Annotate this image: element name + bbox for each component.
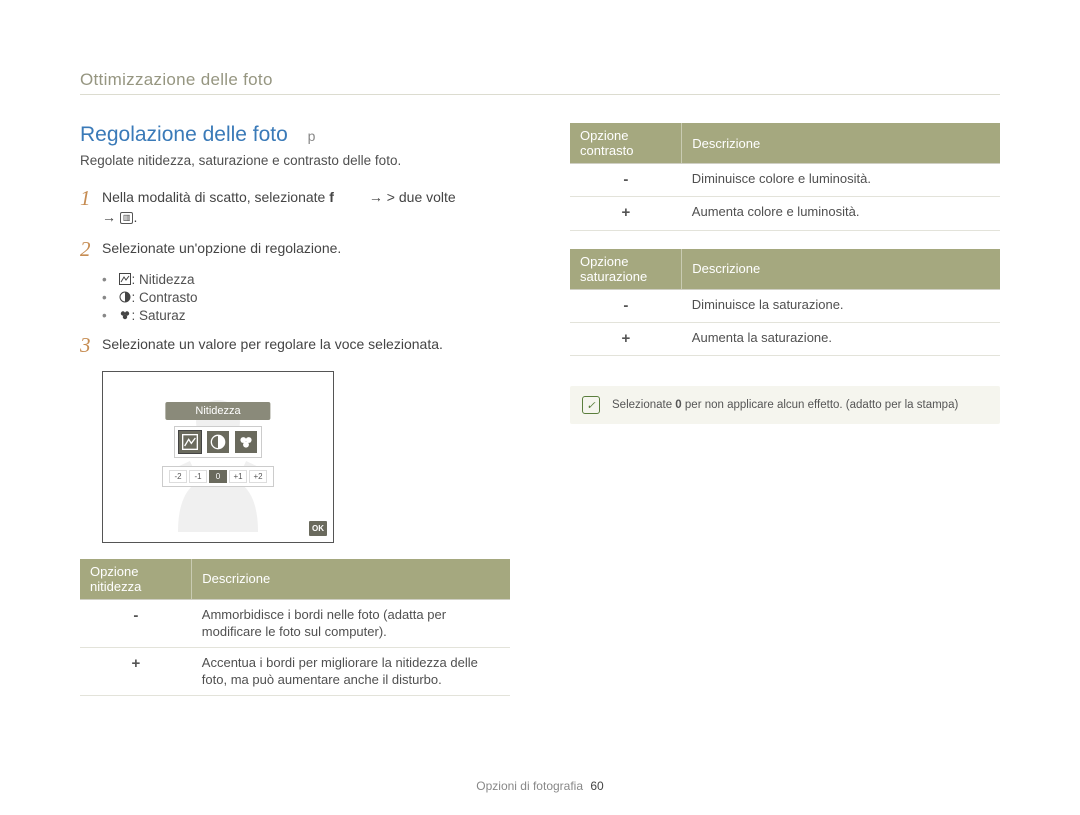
step1-part-b: due volte xyxy=(399,189,456,205)
th-option: Opzione saturazione xyxy=(570,249,682,290)
table-row: Opzione saturazione Descrizione xyxy=(570,249,1000,290)
shot-title: Nitidezza xyxy=(165,402,270,420)
slider-val-pos2: +2 xyxy=(249,470,267,483)
bullet-nitidezza-label: : Nitidezza xyxy=(132,272,195,287)
title-text: Regolazione delle foto xyxy=(80,123,288,146)
opt-desc: Diminuisce colore e luminosità. xyxy=(682,164,1000,197)
note-icon: ✓ xyxy=(582,396,600,414)
table-row: - Diminuisce la saturazione. xyxy=(570,289,1000,322)
title-mode: p xyxy=(308,128,316,144)
step-3-text: Selezionate un valore per regolare la vo… xyxy=(102,333,443,358)
table-contrasto: Opzione contrasto Descrizione - Diminuis… xyxy=(570,123,1000,231)
bullet-saturaz: : Saturaz xyxy=(102,308,510,323)
step1-end: . xyxy=(133,209,137,225)
shot-ok-button: OK xyxy=(309,521,327,536)
page-title: Regolazione delle foto p xyxy=(80,123,510,147)
slider-val-pos1: +1 xyxy=(229,470,247,483)
table-row: + Accentua i bordi per migliorare la nit… xyxy=(80,647,510,695)
step-1-text: Nella modalità di scatto, selezionate f … xyxy=(102,186,456,227)
step1-arrow2: → xyxy=(102,209,120,225)
step1-arrow1: → > xyxy=(369,189,395,205)
th-description: Descrizione xyxy=(192,559,510,600)
step-number-3: 3 xyxy=(80,333,102,358)
section-header: Ottimizzazione delle foto xyxy=(80,70,1000,95)
camera-screenshot: Nitidezza -2 -1 0 +1 xyxy=(102,371,334,543)
bullet-saturaz-label: : Saturaz xyxy=(132,308,186,323)
opt-desc: Ammorbidisce i bordi nelle foto (adatta … xyxy=(192,599,510,647)
bullet-nitidezza: : Nitidezza xyxy=(102,272,510,287)
slider-val-neg1: -1 xyxy=(189,470,207,483)
table-row: + Aumenta colore e luminosità. xyxy=(570,197,1000,230)
contrast-icon xyxy=(119,291,131,303)
opt-desc: Aumenta colore e luminosità. xyxy=(682,197,1000,230)
opt-sign: + xyxy=(570,197,682,230)
table-row: - Ammorbidisce i bordi nelle foto (adatt… xyxy=(80,599,510,647)
note-pre: Selezionate xyxy=(612,399,675,411)
note-box: ✓ Selezionate 0 per non applicare alcun … xyxy=(570,386,1000,424)
option-bullet-list: : Nitidezza : Contrasto : Saturaz xyxy=(102,272,510,323)
step-3: 3 Selezionate un valore per regolare la … xyxy=(80,333,510,358)
table-row: Opzione contrasto Descrizione xyxy=(570,123,1000,164)
th-description: Descrizione xyxy=(682,123,1000,164)
slider-val-0: 0 xyxy=(209,470,227,483)
note-text: Selezionate 0 per non applicare alcun ef… xyxy=(612,399,958,411)
shot-contrast-icon xyxy=(207,431,229,453)
menu-box-icon: ▥ xyxy=(120,212,134,224)
th-description: Descrizione xyxy=(682,249,1000,290)
opt-sign: - xyxy=(570,164,682,197)
opt-sign: + xyxy=(570,322,682,355)
shot-sharpness-icon xyxy=(179,431,201,453)
opt-desc: Accentua i bordi per migliorare la nitid… xyxy=(192,647,510,695)
bullet-contrasto-label: : Contrasto xyxy=(132,290,198,305)
opt-desc: Aumenta la saturazione. xyxy=(682,322,1000,355)
shot-icon-row xyxy=(174,426,262,458)
table-saturazione: Opzione saturazione Descrizione - Diminu… xyxy=(570,249,1000,357)
step1-f: f xyxy=(329,189,334,205)
table-row: Opzione nitidezza Descrizione xyxy=(80,559,510,600)
th-option: Opzione nitidezza xyxy=(80,559,192,600)
two-column-layout: Regolazione delle foto p Regolate nitide… xyxy=(80,123,1000,714)
opt-sign: + xyxy=(80,647,192,695)
shot-saturation-icon xyxy=(235,431,257,453)
page-footer: Opzioni di fotografia 60 xyxy=(0,779,1080,793)
footer-chapter: Opzioni di fotografia xyxy=(476,779,583,793)
bullet-contrasto: : Contrasto xyxy=(102,290,510,305)
step-number-2: 2 xyxy=(80,237,102,262)
slider-val-neg2: -2 xyxy=(169,470,187,483)
step-2-text: Selezionate un'opzione di regolazione. xyxy=(102,237,341,262)
intro-text: Regolate nitidezza, saturazione e contra… xyxy=(80,153,510,168)
opt-desc: Diminuisce la saturazione. xyxy=(682,289,1000,322)
sharpness-icon xyxy=(119,273,131,285)
opt-sign: - xyxy=(80,599,192,647)
table-nitidezza: Opzione nitidezza Descrizione - Ammorbid… xyxy=(80,559,510,696)
step-1: 1 Nella modalità di scatto, selezionate … xyxy=(80,186,510,227)
opt-sign: - xyxy=(570,289,682,322)
footer-page-number: 60 xyxy=(590,779,603,793)
page: Ottimizzazione delle foto Regolazione de… xyxy=(0,0,1080,815)
step1-part-a: Nella modalità di scatto, selezionate xyxy=(102,189,329,205)
note-post: per non applicare alcun effetto. (adatto… xyxy=(682,399,959,411)
table-row: - Diminuisce colore e luminosità. xyxy=(570,164,1000,197)
right-column: Opzione contrasto Descrizione - Diminuis… xyxy=(570,123,1000,714)
step-2: 2 Selezionate un'opzione di regolazione. xyxy=(80,237,510,262)
saturation-icon xyxy=(119,309,131,321)
shot-value-slider: -2 -1 0 +1 +2 xyxy=(162,466,274,487)
step-number-1: 1 xyxy=(80,186,102,227)
table-row: + Aumenta la saturazione. xyxy=(570,322,1000,355)
left-column: Regolazione delle foto p Regolate nitide… xyxy=(80,123,510,714)
th-option: Opzione contrasto xyxy=(570,123,682,164)
